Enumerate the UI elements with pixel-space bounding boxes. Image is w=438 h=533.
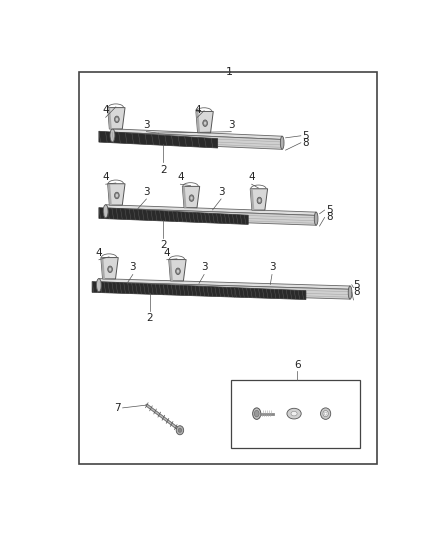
Ellipse shape [116, 118, 118, 121]
Polygon shape [106, 208, 316, 225]
Ellipse shape [323, 410, 328, 417]
Text: 2: 2 [146, 313, 153, 324]
Polygon shape [99, 208, 177, 222]
Text: 4: 4 [163, 248, 170, 257]
Polygon shape [108, 184, 125, 205]
Text: 2: 2 [160, 240, 167, 249]
Text: 7: 7 [114, 403, 121, 413]
Polygon shape [182, 187, 187, 208]
Ellipse shape [176, 426, 184, 435]
Polygon shape [177, 212, 248, 224]
Text: 4: 4 [177, 172, 184, 182]
Polygon shape [196, 111, 213, 133]
Text: 4: 4 [194, 105, 201, 115]
Text: 4: 4 [102, 105, 109, 115]
Polygon shape [106, 205, 316, 215]
Ellipse shape [103, 205, 108, 218]
Polygon shape [235, 288, 306, 300]
Polygon shape [99, 279, 350, 289]
Ellipse shape [348, 286, 352, 299]
Ellipse shape [324, 412, 327, 415]
Polygon shape [108, 184, 112, 205]
Text: 3: 3 [218, 187, 224, 197]
Ellipse shape [178, 428, 182, 432]
Ellipse shape [177, 270, 179, 273]
Polygon shape [163, 285, 235, 297]
Ellipse shape [287, 408, 301, 419]
Ellipse shape [191, 197, 193, 200]
Ellipse shape [203, 120, 208, 126]
Text: 3: 3 [268, 262, 276, 272]
Text: 3: 3 [143, 119, 150, 130]
Text: 3: 3 [143, 187, 150, 197]
Polygon shape [99, 131, 218, 148]
Ellipse shape [114, 192, 119, 199]
Ellipse shape [257, 197, 262, 204]
Polygon shape [113, 129, 282, 140]
Text: 5: 5 [353, 280, 360, 290]
Text: 8: 8 [353, 287, 360, 297]
Text: 2: 2 [160, 165, 167, 174]
Polygon shape [250, 189, 268, 210]
Text: 6: 6 [294, 360, 301, 370]
Text: 8: 8 [326, 213, 333, 222]
Text: 4: 4 [102, 172, 109, 182]
Ellipse shape [189, 195, 194, 201]
Text: 3: 3 [130, 262, 136, 272]
Ellipse shape [176, 268, 180, 274]
Polygon shape [101, 257, 105, 279]
Polygon shape [113, 132, 282, 149]
Text: 4: 4 [95, 248, 102, 257]
Ellipse shape [204, 122, 206, 125]
Polygon shape [108, 108, 112, 129]
Ellipse shape [321, 408, 331, 419]
Ellipse shape [258, 199, 261, 202]
Polygon shape [169, 260, 173, 281]
Polygon shape [182, 187, 200, 208]
Ellipse shape [108, 266, 113, 272]
Text: 8: 8 [303, 138, 309, 148]
Text: 1: 1 [226, 67, 233, 77]
Bar [78, 72, 377, 464]
Text: 3: 3 [228, 119, 235, 130]
Polygon shape [250, 189, 254, 210]
Ellipse shape [314, 212, 318, 225]
Ellipse shape [280, 136, 284, 149]
Polygon shape [101, 257, 118, 279]
Polygon shape [108, 108, 125, 129]
Polygon shape [99, 282, 350, 299]
Ellipse shape [96, 279, 101, 292]
Text: 5: 5 [303, 131, 309, 141]
Polygon shape [169, 260, 186, 281]
Text: 5: 5 [326, 205, 333, 215]
Ellipse shape [114, 116, 119, 123]
Bar [231, 380, 360, 448]
Ellipse shape [254, 410, 259, 417]
Text: 4: 4 [248, 172, 255, 182]
Ellipse shape [116, 194, 118, 197]
Text: 3: 3 [201, 262, 208, 272]
Ellipse shape [109, 268, 111, 271]
Polygon shape [196, 111, 200, 133]
Polygon shape [92, 281, 163, 295]
Ellipse shape [253, 408, 261, 419]
Ellipse shape [291, 411, 297, 416]
Ellipse shape [110, 129, 115, 142]
